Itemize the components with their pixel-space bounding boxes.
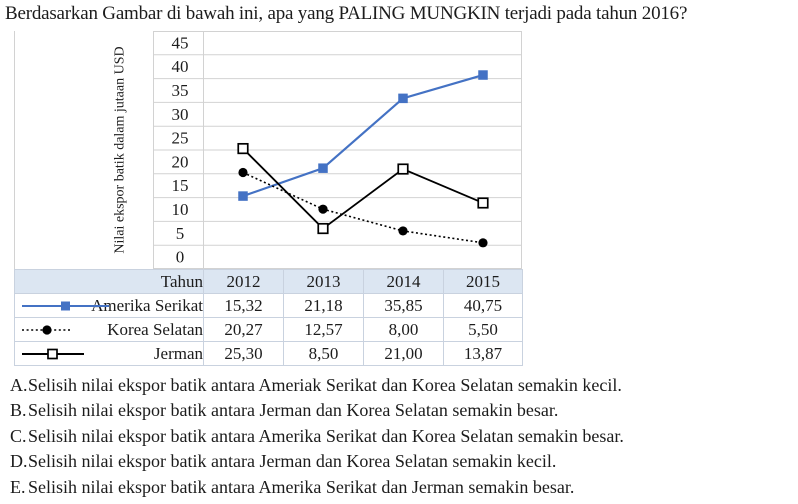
value-cell: 13,87 <box>443 341 523 366</box>
marker-open-square-jerman <box>237 142 249 155</box>
data-table: Tahun 2012 2013 2014 2015 Amerika Serika… <box>14 269 523 366</box>
value-cell: 15,32 <box>203 293 284 318</box>
marker-filled-circle-korea-selatan <box>398 226 408 236</box>
series-name: Jerman <box>153 343 203 363</box>
option-text: Selisih nilai ekspor batik antara Jerman… <box>28 451 557 472</box>
value-cell: 12,57 <box>283 317 364 342</box>
legend-swatch-korea-selatan-icon <box>22 324 72 335</box>
series-line-amerika-serikat <box>242 73 484 198</box>
marker-filled-square-amerika-serikat <box>478 70 488 80</box>
legend-swatch-amerika-serikat-icon <box>22 301 109 310</box>
series-name: Amerika Serikat <box>91 295 203 315</box>
table-header-year: 2013 <box>283 269 364 294</box>
option-text: Selisih nilai ekspor batik antara Ameria… <box>28 375 622 395</box>
option-a[interactable]: A. Selisih nilai ekspor batik antara Ame… <box>0 373 798 398</box>
option-text: Selisih nilai ekspor batik antara Amerik… <box>28 476 575 497</box>
marker-filled-circle-korea-selatan <box>478 238 488 248</box>
value-cell: 40,75 <box>443 293 523 318</box>
option-text: Selisih nilai ekspor batik antara Jerman… <box>28 400 559 421</box>
line-chart: 45 40 35 30 25 20 15 10 5 0 Nilai ekspor batik dal… <box>14 31 522 269</box>
y-tick-label: 45 <box>172 33 189 52</box>
y-tick-label: 35 <box>172 81 189 100</box>
table-header-year: 2014 <box>363 269 444 294</box>
series-name-cell: Amerika Serikat <box>14 293 204 318</box>
figure: 45 40 35 30 25 20 15 10 5 0 Nilai ekspor batik dal… <box>14 31 523 366</box>
marker-filled-circle-korea-selatan <box>238 167 248 178</box>
table-header-year: 2012 <box>203 269 284 294</box>
marker-filled-square-amerika-serikat <box>318 163 328 173</box>
marker-open-square-jerman <box>317 222 329 235</box>
legend-swatch-jerman-icon <box>22 348 84 359</box>
value-cell: 21,00 <box>363 341 444 366</box>
series-name-cell: Jerman <box>14 341 204 366</box>
y-tick-label: 40 <box>172 57 189 76</box>
value-cell: 20,27 <box>203 317 284 342</box>
option-letter: C. <box>10 425 27 446</box>
y-axis-label: Nilai ekspor batik dalam jutaan USD <box>113 46 128 253</box>
option-letter: A. <box>10 375 28 395</box>
value-cell: 35,85 <box>363 293 444 318</box>
table-header-year: 2015 <box>443 269 523 294</box>
series-name: Korea Selatan <box>107 319 203 339</box>
marker-filled-square-amerika-serikat <box>398 93 408 104</box>
marker-open-square-jerman <box>397 163 409 175</box>
y-tick-label: 15 <box>172 176 189 195</box>
answer-options: A. Selisih nilai ekspor batik antara Ame… <box>0 373 798 500</box>
series-line-jerman <box>242 147 484 230</box>
table-header-tahun: Tahun <box>14 269 204 294</box>
option-letter: E. <box>10 476 26 497</box>
option-letter: D. <box>10 451 28 472</box>
marker-filled-square-amerika-serikat <box>238 191 248 201</box>
y-tick-label: 10 <box>172 200 189 219</box>
marker-filled-circle-korea-selatan <box>318 204 328 214</box>
value-cell: 21,18 <box>283 293 364 318</box>
table-row-korea-selatan: Korea Selatan 20,27 12,57 8,00 5,50 <box>14 317 523 342</box>
value-cell: 5,50 <box>443 317 523 342</box>
option-c[interactable]: C. Selisih nilai ekspor batik antara Ame… <box>0 424 798 449</box>
option-e[interactable]: E. Selisih nilai ekspor batik antara Ame… <box>0 475 798 500</box>
value-cell: 8,00 <box>363 317 444 342</box>
y-tick-label: 0 <box>176 248 185 267</box>
series-name-cell: Korea Selatan <box>14 317 204 342</box>
table-row-amerika-serikat: Amerika Serikat 15,32 21,18 35,85 40,75 <box>14 293 523 318</box>
question-title: Berdasarkan Gambar di bawah ini, apa yan… <box>5 3 688 24</box>
table-row-jerman: Jerman 25,30 8,50 21,00 13,87 <box>14 341 523 366</box>
table-header-row: Tahun 2012 2013 2014 2015 <box>14 269 523 294</box>
y-tick-label: 20 <box>172 152 189 171</box>
series-line-korea-selatan <box>242 171 484 244</box>
y-tick-label: 5 <box>176 224 185 243</box>
option-letter: B. <box>10 400 27 421</box>
option-text: Selisih nilai ekspor batik antara Amerik… <box>28 425 624 446</box>
chart-canvas: 45 40 35 30 25 20 15 10 5 0 Nilai ekspor batik dal… <box>14 31 522 269</box>
marker-open-square-jerman <box>477 197 489 209</box>
option-b[interactable]: B. Selisih nilai ekspor batik antara Jer… <box>0 398 798 423</box>
value-cell: 8,50 <box>283 341 364 366</box>
option-d[interactable]: D. Selisih nilai ekspor batik antara Jer… <box>0 449 798 474</box>
y-tick-label: 30 <box>172 105 189 124</box>
y-tick-label: 25 <box>172 129 189 148</box>
value-cell: 25,30 <box>203 341 284 366</box>
